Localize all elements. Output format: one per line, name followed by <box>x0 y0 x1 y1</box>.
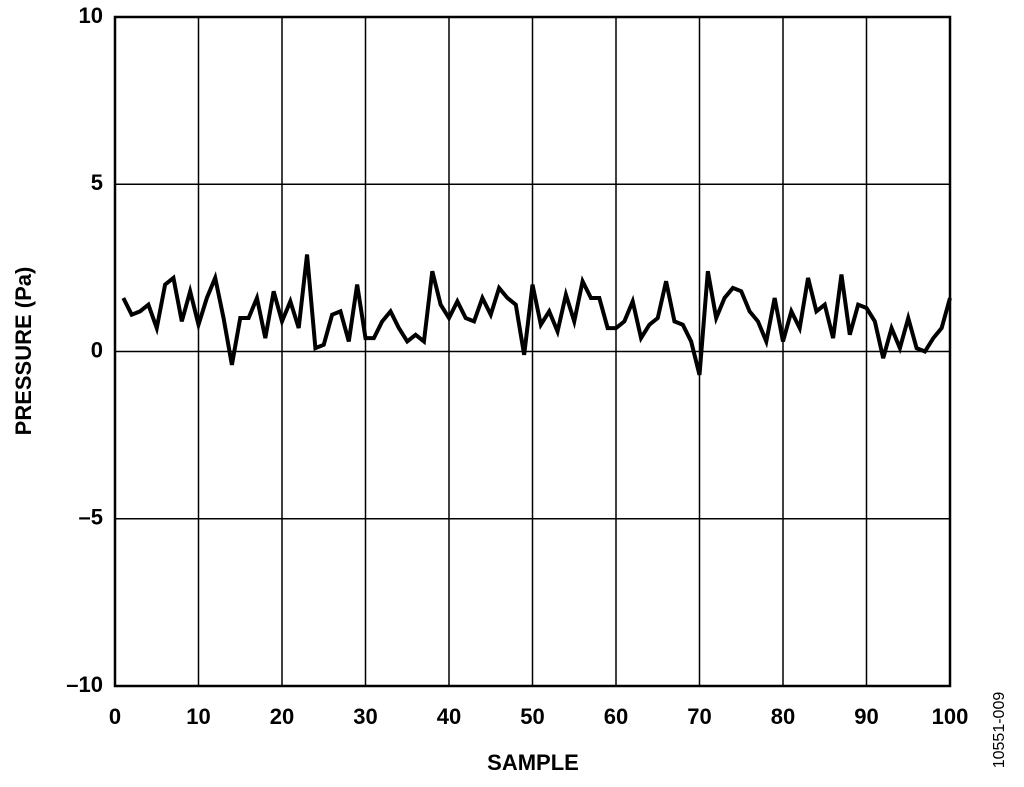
x-tick-label: 50 <box>520 704 544 729</box>
figure-code: 10551-009 <box>991 692 1008 769</box>
x-tick-label: 60 <box>604 704 628 729</box>
x-axis-label: SAMPLE <box>487 750 579 775</box>
x-tick-label: 80 <box>771 704 795 729</box>
x-tick-label: 100 <box>932 704 969 729</box>
y-tick-label: –5 <box>79 505 103 530</box>
x-tick-label: 40 <box>437 704 461 729</box>
x-tick-label: 10 <box>186 704 210 729</box>
y-tick-label: 10 <box>79 3 103 28</box>
y-tick-label: –10 <box>66 672 103 697</box>
x-tick-label: 20 <box>270 704 294 729</box>
y-tick-label: 5 <box>91 170 103 195</box>
data-line <box>121 254 952 376</box>
y-tick-label: 0 <box>91 337 103 362</box>
x-tick-label: 30 <box>353 704 377 729</box>
x-tick-label: 0 <box>109 704 121 729</box>
x-tick-label: 90 <box>854 704 878 729</box>
x-tick-label: 70 <box>687 704 711 729</box>
plot-frame <box>113 15 952 688</box>
y-axis-label: PRESSURE (Pa) <box>11 267 36 436</box>
